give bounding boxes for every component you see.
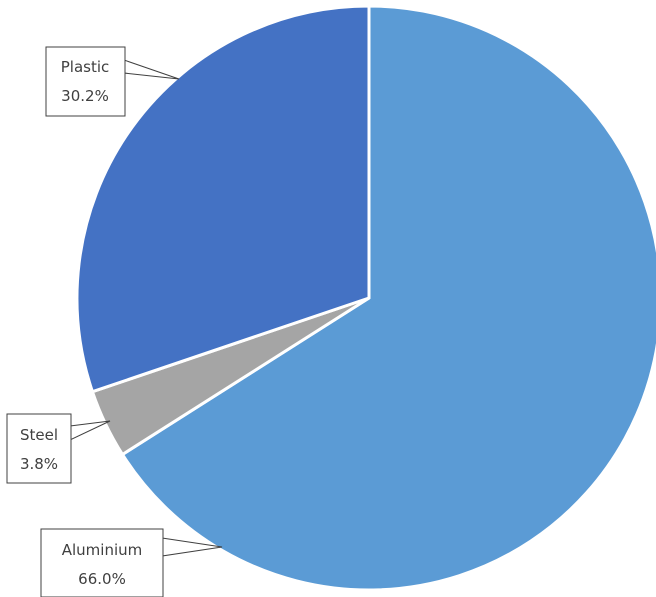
callout-aluminium-box [40, 528, 164, 597]
callout-aluminium-name: Aluminium [62, 541, 143, 559]
callout-plastic-box [45, 46, 126, 117]
callout-plastic-name: Plastic [61, 58, 110, 76]
callout-steel: Steel 3.8% [6, 413, 111, 484]
callout-steel-percent: 3.8% [20, 455, 58, 473]
pie-slice-aluminium [120, 4, 656, 592]
pie-slices [75, 4, 656, 592]
callout-plastic-leader [123, 59, 180, 80]
callout-steel-box [6, 413, 72, 484]
callout-aluminium: Aluminium 66.0% [40, 528, 223, 597]
callout-plastic: Plastic 30.2% [45, 46, 180, 117]
callout-steel-leader [69, 420, 111, 441]
callout-aluminium-percent: 66.0% [78, 570, 126, 588]
callout-steel-name: Steel [20, 426, 58, 444]
callout-plastic-percent: 30.2% [61, 87, 109, 105]
pie-slice-plastic [75, 4, 371, 394]
